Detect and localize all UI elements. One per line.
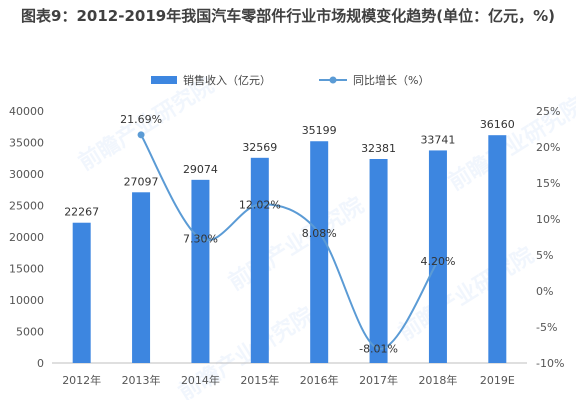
bar [310, 141, 329, 363]
bar-value-label: 27097 [124, 175, 159, 188]
x-tick-label: 2015年 [240, 373, 279, 387]
growth-value-label: 21.69% [120, 113, 162, 126]
growth-value-label: -8.01% [359, 343, 398, 356]
y-left-tick-label: 40000 [9, 105, 44, 118]
growth-value-label: 7.30% [183, 232, 218, 245]
y-left-tick-label: 30000 [9, 168, 44, 181]
bar [250, 157, 269, 363]
legend: 销售收入（亿元） 同比增长（%） [151, 73, 429, 87]
bar-value-label: 32381 [361, 142, 396, 155]
left-axis: 0 5000 10000 15000 20000 25000 30000 35000 40000 [9, 105, 44, 370]
x-tick-label: 2012年 [62, 373, 101, 387]
legend-label-bar: 销售收入（亿元） [183, 73, 271, 87]
bar-value-label: 35199 [302, 124, 337, 137]
x-tick-label: 2014年 [181, 373, 220, 387]
watermark-text: 前瞻产业研究院 [394, 242, 538, 346]
growth-value-label: 4.20% [420, 255, 455, 268]
y-left-tick-label: 35000 [9, 137, 44, 150]
y-left-tick-label: 5000 [16, 326, 44, 339]
bar [369, 158, 388, 363]
y-right-tick-label: 20% [536, 141, 560, 154]
y-right-tick-label: 15% [536, 177, 560, 190]
bar [428, 150, 447, 363]
legend-swatch-bar [151, 76, 177, 84]
line-value-labels: 21.69% 7.30% 12.02% 8.08% -8.01% 4.20% [120, 113, 455, 356]
x-tick-label: 2018年 [418, 373, 457, 387]
y-left-tick-label: 15000 [9, 263, 44, 276]
bar [132, 192, 151, 363]
bar [191, 179, 210, 363]
x-tick-label: 2019E [480, 374, 515, 387]
legend-label-line: 同比增长（%） [353, 73, 429, 87]
y-right-tick-label: -10% [536, 357, 564, 370]
bar-value-label: 33741 [420, 133, 455, 146]
chart-title: 图表9：2012-2019年我国汽车零部件行业市场规模变化趋势(单位：亿元，%) [21, 7, 555, 25]
y-left-tick-label: 0 [37, 357, 44, 370]
y-right-tick-label: -5% [536, 321, 557, 334]
y-left-tick-label: 20000 [9, 231, 44, 244]
y-right-tick-label: 0% [536, 285, 553, 298]
growth-value-label: 8.08% [302, 227, 337, 240]
y-left-tick-label: 10000 [9, 294, 44, 307]
bar-value-label: 22267 [64, 206, 99, 219]
growth-line [140, 134, 439, 350]
x-tick-label: 2013年 [122, 373, 161, 387]
bar [72, 222, 91, 363]
line-series [137, 131, 439, 350]
bar [488, 135, 507, 363]
y-right-tick-label: 25% [536, 105, 560, 118]
x-tick-label: 2017年 [359, 373, 398, 387]
y-right-tick-label: 5% [536, 249, 553, 262]
y-right-tick-label: 10% [536, 213, 560, 226]
x-tick-label: 2016年 [300, 373, 339, 387]
bar-value-label: 32569 [242, 141, 277, 154]
growth-marker [137, 131, 145, 139]
bar-value-label: 36160 [480, 118, 515, 131]
y-left-tick-label: 25000 [9, 200, 44, 213]
legend-swatch-marker [329, 76, 337, 84]
bar-series [72, 135, 507, 363]
x-axis-labels: 2012年 2013年 2014年 2015年 2016年 2017年 2018年 2019E [62, 373, 515, 387]
bar-value-label: 29074 [183, 163, 218, 176]
growth-value-label: 12.02% [239, 198, 281, 211]
bar-value-labels: 22267 27097 29074 32569 35199 32381 33741 36160 [64, 118, 515, 219]
right-axis: -10% -5% 0% 5% 10% 15% 20% 25% [536, 105, 564, 370]
